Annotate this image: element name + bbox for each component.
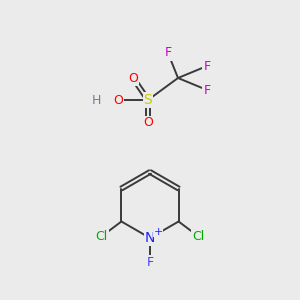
Text: O: O: [113, 94, 123, 106]
Text: F: F: [164, 46, 172, 59]
Text: O: O: [143, 116, 153, 130]
Text: S: S: [144, 93, 152, 107]
Text: Cl: Cl: [192, 230, 205, 243]
Text: Cl: Cl: [95, 230, 108, 243]
Text: F: F: [203, 59, 211, 73]
Text: F: F: [203, 83, 211, 97]
Text: N: N: [145, 231, 155, 245]
Text: +: +: [153, 227, 163, 237]
Text: H: H: [91, 94, 101, 106]
Text: F: F: [146, 256, 154, 268]
Text: O: O: [128, 71, 138, 85]
